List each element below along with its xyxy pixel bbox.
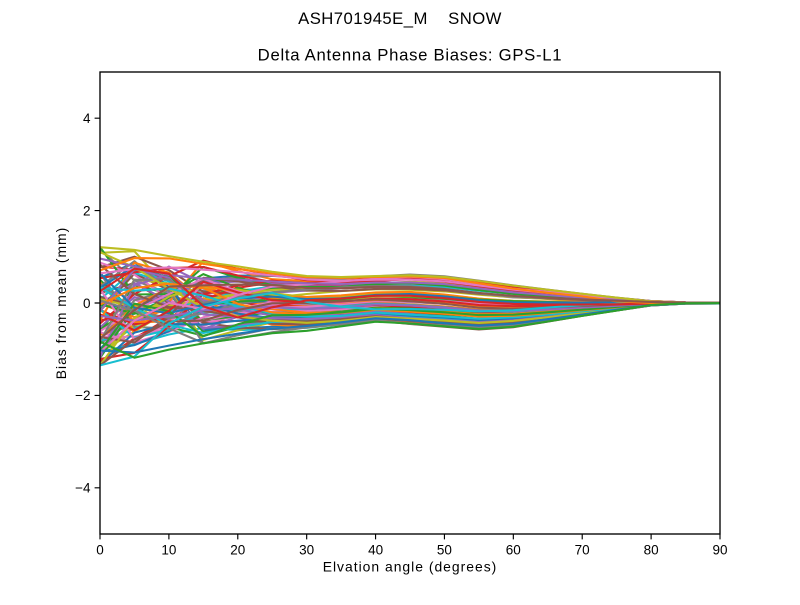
svg-text:2: 2: [83, 203, 91, 218]
svg-text:50: 50: [437, 543, 452, 558]
svg-text:4: 4: [83, 111, 91, 126]
svg-text:−2: −2: [75, 388, 90, 403]
svg-text:80: 80: [644, 543, 659, 558]
svg-text:60: 60: [506, 543, 521, 558]
svg-text:70: 70: [575, 543, 590, 558]
svg-text:40: 40: [368, 543, 383, 558]
svg-text:ASH701945E_M SNOW: ASH701945E_M SNOW: [298, 9, 502, 28]
svg-text:Bias from mean (mm): Bias from mean (mm): [53, 227, 69, 380]
svg-text:−4: −4: [75, 481, 91, 496]
svg-text:0: 0: [83, 296, 91, 311]
svg-text:0: 0: [96, 543, 104, 558]
svg-text:10: 10: [161, 543, 176, 558]
svg-text:Elvation angle (degrees): Elvation angle (degrees): [323, 559, 498, 575]
svg-text:90: 90: [712, 543, 727, 558]
svg-text:Delta Antenna Phase Biases: GP: Delta Antenna Phase Biases: GPS-L1: [258, 45, 563, 64]
svg-text:20: 20: [230, 543, 245, 558]
svg-text:30: 30: [299, 543, 314, 558]
